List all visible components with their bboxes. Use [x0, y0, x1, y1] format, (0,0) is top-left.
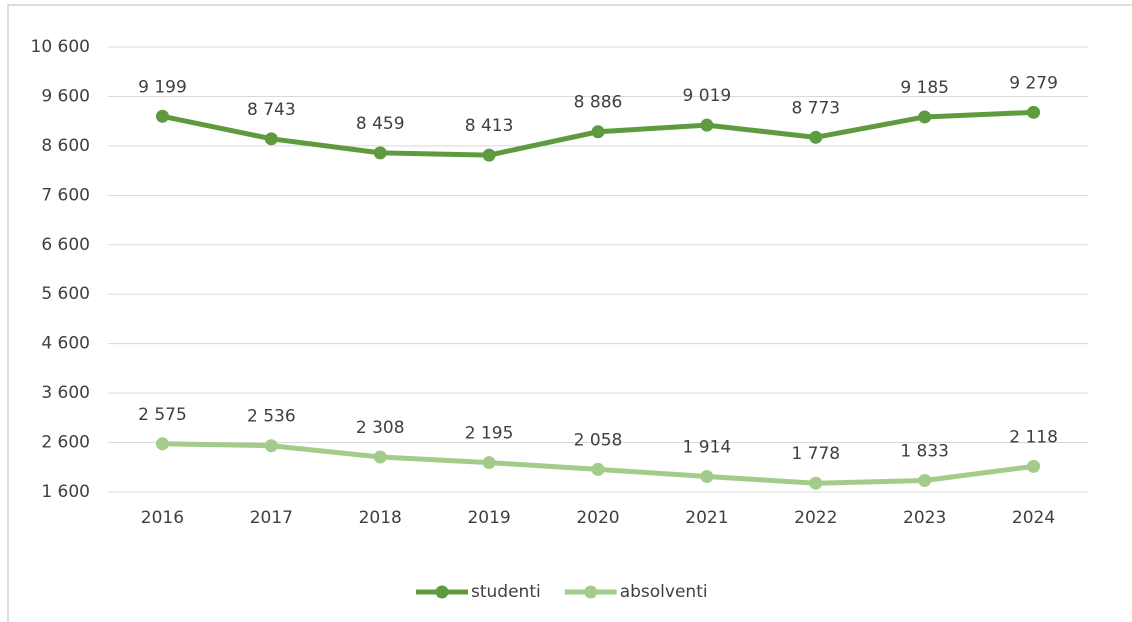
- data-point: [264, 439, 278, 453]
- data-point: [1027, 459, 1041, 473]
- x-tick-label: 2023: [903, 508, 946, 528]
- data-point: [591, 125, 605, 139]
- y-tick-label: 7 600: [41, 185, 90, 205]
- data-point: [918, 473, 932, 487]
- x-tick-label: 2024: [1012, 508, 1055, 528]
- data-label: 9 279: [1009, 73, 1058, 93]
- data-point: [482, 456, 496, 470]
- data-point: [591, 462, 605, 476]
- data-point: [482, 148, 496, 162]
- data-label: 8 743: [247, 100, 296, 120]
- data-point: [373, 450, 387, 464]
- legend-label: studenti: [471, 582, 541, 602]
- y-tick-label: 6 600: [41, 235, 90, 255]
- data-label: 2 118: [1009, 427, 1058, 447]
- legend-label: absolventi: [620, 582, 708, 602]
- legend-marker: [435, 585, 449, 599]
- data-label: 2 195: [465, 424, 514, 444]
- data-point: [264, 132, 278, 146]
- y-tick-label: 3 600: [41, 383, 90, 403]
- data-point: [155, 109, 169, 123]
- x-tick-label: 2020: [576, 508, 619, 528]
- data-point: [700, 469, 714, 483]
- y-tick-label: 10 600: [31, 37, 90, 57]
- data-label: 8 413: [465, 116, 514, 136]
- data-point: [918, 110, 932, 124]
- data-label: 8 886: [574, 93, 623, 113]
- data-label: 1 778: [791, 444, 840, 464]
- data-point: [809, 130, 823, 144]
- y-tick-label: 9 600: [41, 86, 90, 106]
- y-tick-label: 1 600: [41, 482, 90, 502]
- data-point: [155, 437, 169, 451]
- y-tick-label: 8 600: [41, 136, 90, 156]
- x-tick-label: 2022: [794, 508, 837, 528]
- data-label: 2 308: [356, 418, 405, 438]
- data-label: 1 833: [900, 441, 949, 461]
- data-label: 8 773: [791, 98, 840, 118]
- data-label: 8 459: [356, 114, 405, 134]
- data-point: [809, 476, 823, 490]
- y-tick-label: 5 600: [41, 284, 90, 304]
- y-tick-label: 2 600: [41, 433, 90, 453]
- data-label: 2 058: [574, 430, 623, 450]
- x-tick-label: 2018: [359, 508, 402, 528]
- x-tick-label: 2016: [141, 508, 184, 528]
- y-tick-label: 4 600: [41, 334, 90, 354]
- data-label: 9 185: [900, 78, 949, 98]
- data-point: [1027, 105, 1041, 119]
- data-point: [373, 146, 387, 160]
- legend-marker: [584, 585, 598, 599]
- x-tick-label: 2021: [685, 508, 728, 528]
- data-label: 9 199: [138, 77, 187, 97]
- x-tick-label: 2019: [467, 508, 510, 528]
- data-label: 2 536: [247, 407, 296, 427]
- chart-border: [7, 4, 1132, 622]
- data-label: 9 019: [683, 86, 732, 106]
- data-label: 2 575: [138, 405, 187, 425]
- data-point: [700, 118, 714, 132]
- data-label: 1 914: [683, 437, 732, 457]
- x-tick-label: 2017: [250, 508, 293, 528]
